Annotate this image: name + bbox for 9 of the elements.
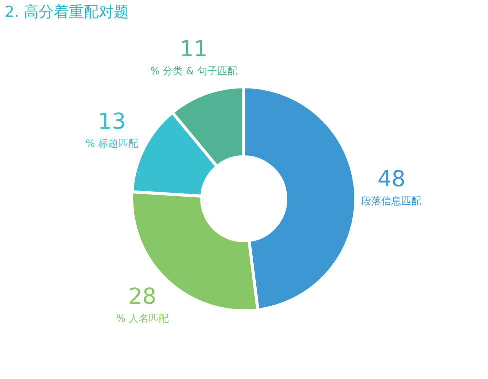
data-label: 11 (180, 38, 208, 63)
slice-label: % 分类 & 句子匹配 (150, 66, 238, 78)
data-label: 13 (98, 110, 126, 135)
chart-title: 2. 高分着重配对题 (5, 3, 130, 21)
slice-label: 段落信息匹配 (362, 196, 422, 208)
slice-label: % 人名匹配 (116, 312, 170, 325)
data-label: 48 (378, 168, 406, 193)
data-label: 28 (128, 284, 157, 310)
slice-label: % 标题匹配 (86, 138, 138, 150)
